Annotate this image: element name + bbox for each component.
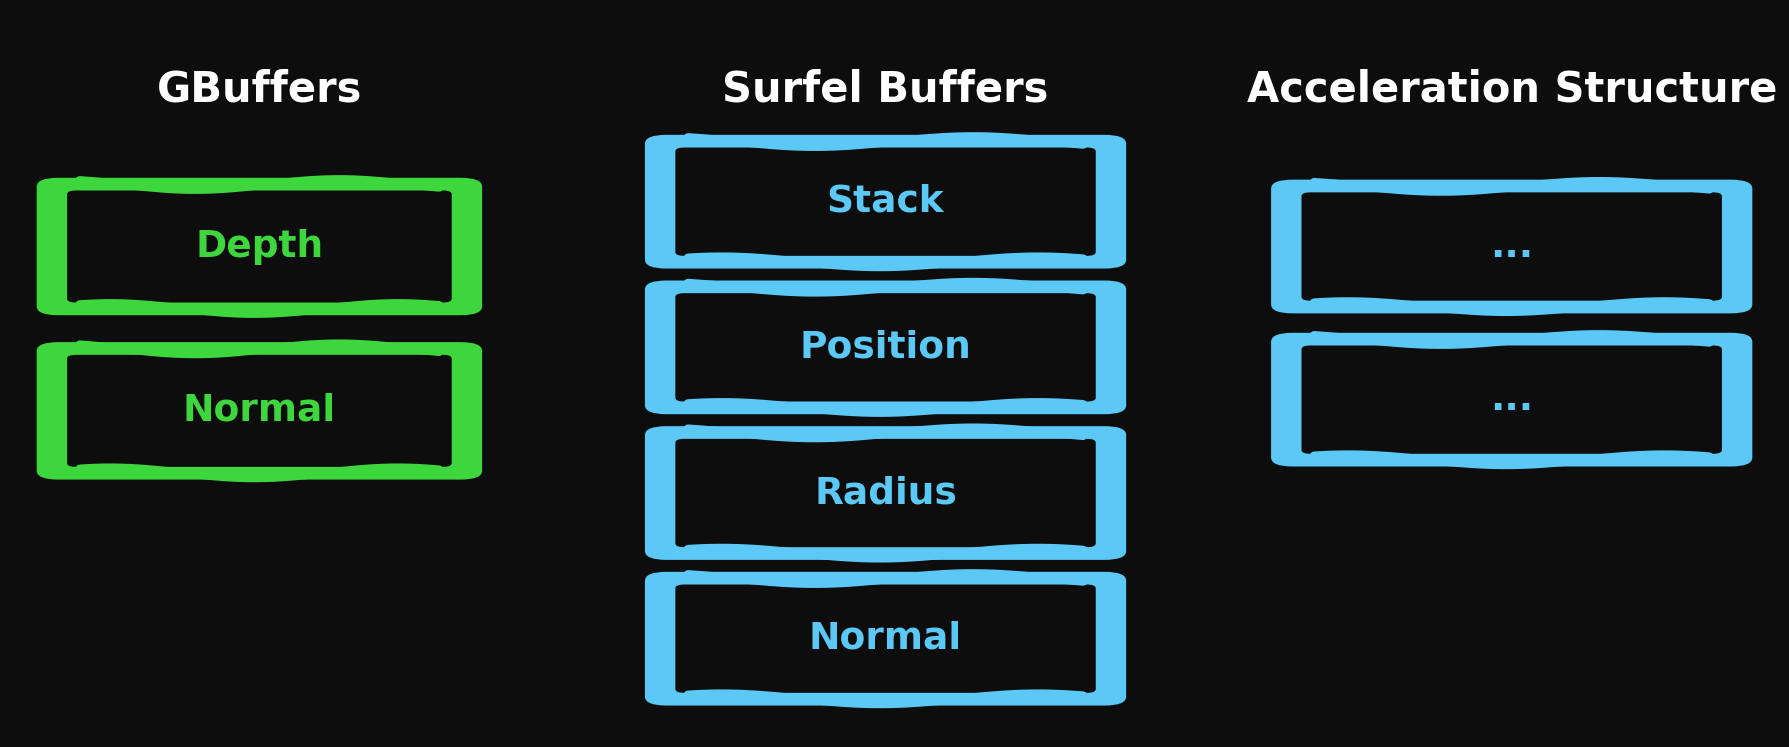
FancyBboxPatch shape	[1270, 180, 1751, 314]
Text: Stack: Stack	[827, 184, 945, 220]
FancyBboxPatch shape	[36, 178, 481, 315]
FancyBboxPatch shape	[644, 426, 1127, 560]
FancyBboxPatch shape	[676, 148, 1095, 255]
FancyBboxPatch shape	[68, 355, 451, 467]
Text: Position: Position	[800, 329, 971, 365]
Text: Acceleration Structure: Acceleration Structure	[1247, 69, 1776, 111]
Text: Depth: Depth	[195, 229, 324, 264]
FancyBboxPatch shape	[1302, 345, 1721, 454]
Text: Normal: Normal	[182, 393, 336, 429]
FancyBboxPatch shape	[644, 135, 1127, 269]
FancyBboxPatch shape	[1302, 192, 1721, 300]
Text: Normal: Normal	[809, 621, 962, 657]
FancyBboxPatch shape	[36, 342, 481, 480]
FancyBboxPatch shape	[644, 280, 1127, 414]
FancyBboxPatch shape	[68, 190, 451, 303]
Text: ...: ...	[1490, 382, 1533, 418]
FancyBboxPatch shape	[676, 293, 1095, 402]
Text: ...: ...	[1490, 229, 1533, 264]
FancyBboxPatch shape	[676, 438, 1095, 547]
Text: Radius: Radius	[814, 475, 957, 511]
Text: Surfel Buffers: Surfel Buffers	[723, 69, 1048, 111]
Text: GBuffers: GBuffers	[157, 69, 361, 111]
FancyBboxPatch shape	[1270, 333, 1751, 466]
FancyBboxPatch shape	[644, 572, 1127, 705]
FancyBboxPatch shape	[676, 584, 1095, 693]
